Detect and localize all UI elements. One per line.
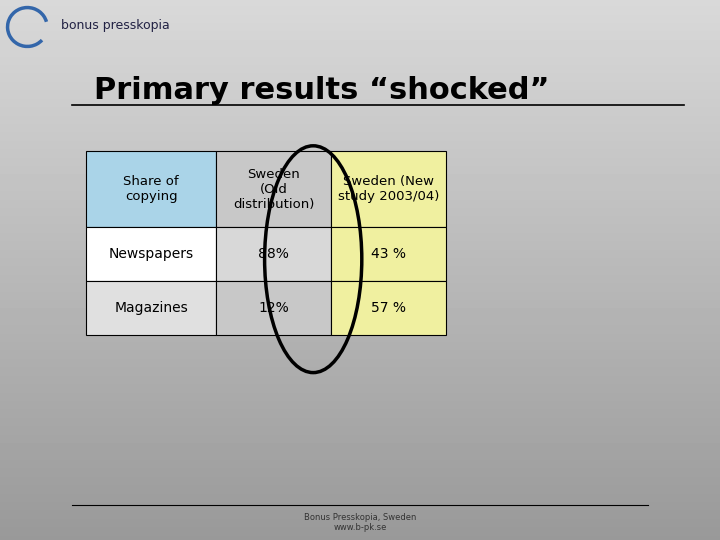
- FancyBboxPatch shape: [216, 151, 331, 227]
- FancyBboxPatch shape: [86, 151, 216, 227]
- Text: bonus presskopia: bonus presskopia: [61, 19, 170, 32]
- Text: 43 %: 43 %: [372, 247, 406, 261]
- Text: 88%: 88%: [258, 247, 289, 261]
- FancyBboxPatch shape: [216, 227, 331, 281]
- Text: Primary results “shocked”: Primary results “shocked”: [94, 76, 549, 105]
- Text: Sweden (New
study 2003/04): Sweden (New study 2003/04): [338, 175, 439, 203]
- Text: 12%: 12%: [258, 301, 289, 315]
- FancyBboxPatch shape: [86, 281, 216, 335]
- Text: 57 %: 57 %: [372, 301, 406, 315]
- FancyBboxPatch shape: [331, 227, 446, 281]
- Text: Newspapers: Newspapers: [109, 247, 194, 261]
- FancyBboxPatch shape: [216, 281, 331, 335]
- Text: Share of
copying: Share of copying: [123, 175, 179, 203]
- Text: Sweden
(Old
distribution): Sweden (Old distribution): [233, 167, 315, 211]
- Text: Bonus Presskopia, Sweden
www.b-pk.se: Bonus Presskopia, Sweden www.b-pk.se: [304, 513, 416, 532]
- FancyBboxPatch shape: [331, 151, 446, 227]
- Text: Magazines: Magazines: [114, 301, 188, 315]
- FancyBboxPatch shape: [86, 227, 216, 281]
- FancyBboxPatch shape: [331, 281, 446, 335]
